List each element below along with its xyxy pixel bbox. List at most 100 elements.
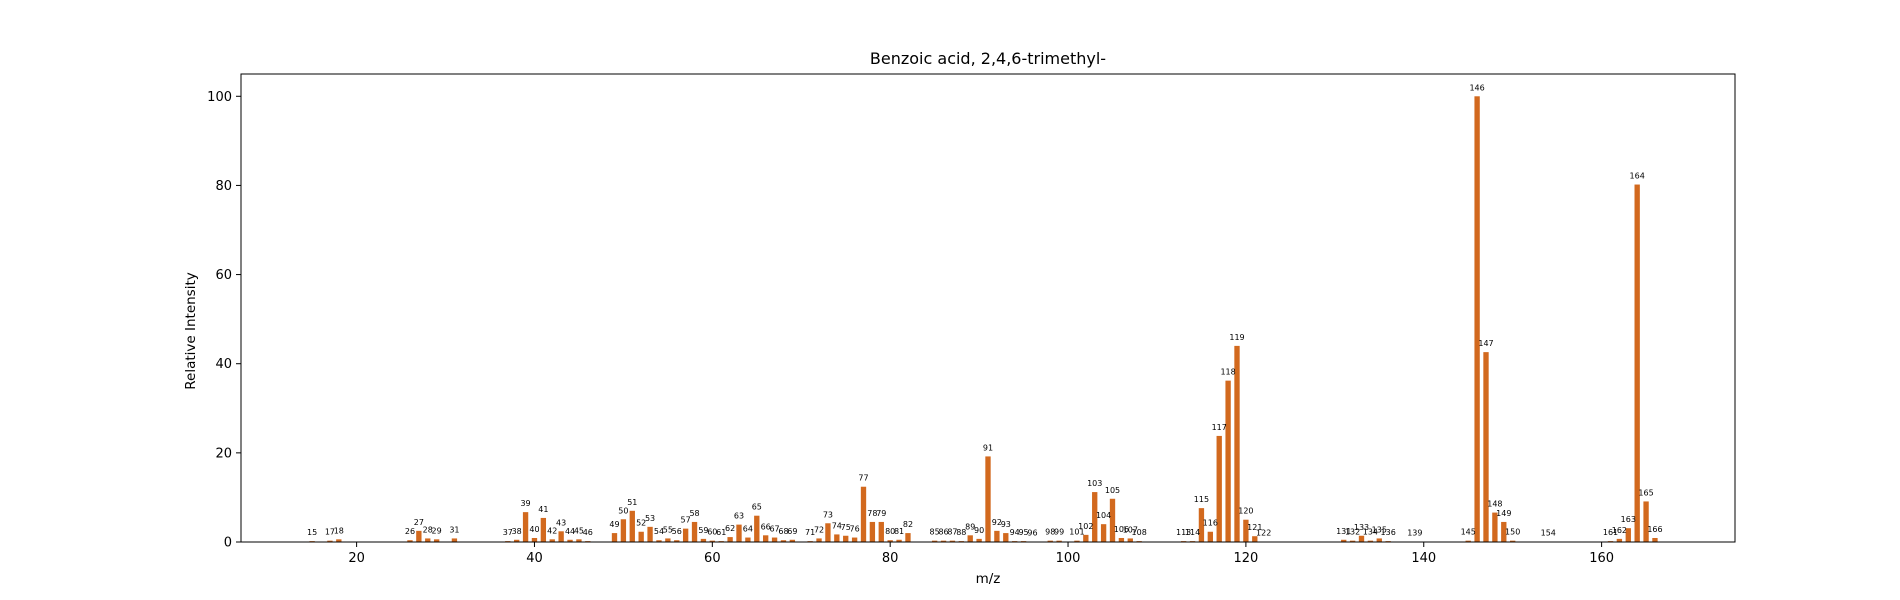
- bar-label: 74: [832, 521, 842, 530]
- bar-label: 136: [1381, 528, 1396, 537]
- bar: [620, 519, 627, 542]
- bar: [1234, 345, 1240, 542]
- bar-label: 55: [663, 525, 673, 534]
- bar: [1474, 96, 1480, 543]
- bar: [514, 539, 520, 542]
- bar-label: 41: [538, 505, 548, 514]
- bar: [327, 540, 333, 542]
- bar-label: 96: [1027, 529, 1037, 538]
- bar-label: 121: [1247, 523, 1262, 532]
- bar: [967, 535, 973, 542]
- bar-label: 57: [681, 516, 691, 525]
- bar: [825, 523, 831, 542]
- bar-label: 54: [654, 527, 664, 536]
- bar: [1492, 512, 1498, 542]
- y-axis: 0 20 40 60 80 100: [207, 90, 241, 551]
- bar-label: 80: [885, 527, 895, 536]
- bar-label: 119: [1229, 333, 1244, 342]
- bar: [1127, 538, 1133, 542]
- bar-label: 93: [1001, 520, 1011, 529]
- bar-label: 46: [583, 528, 593, 537]
- bar: [949, 540, 956, 542]
- bar-label: 15: [307, 528, 317, 537]
- bar-label: 145: [1461, 528, 1476, 537]
- bar-label: 132: [1345, 528, 1360, 537]
- bar: [931, 540, 938, 542]
- bar-label: 28: [423, 525, 433, 534]
- bar: [780, 540, 787, 542]
- bar-label: 117: [1212, 423, 1227, 432]
- bar-label: 39: [520, 499, 530, 508]
- bar: [665, 538, 671, 542]
- bar: [1483, 352, 1489, 542]
- bar-label: 94: [1010, 528, 1020, 537]
- bar-label: 162: [1612, 526, 1627, 535]
- bar-label: 42: [547, 526, 557, 535]
- bar: [682, 528, 689, 542]
- bar-label: 86: [938, 528, 948, 537]
- y-tick-label: 60: [215, 268, 232, 283]
- bar: [1501, 521, 1507, 542]
- y-tick-label: 40: [215, 357, 232, 372]
- bar-label: 116: [1203, 519, 1218, 528]
- bar-label: 51: [627, 498, 637, 507]
- bar: [1616, 538, 1623, 542]
- bar: [1634, 184, 1640, 542]
- bar: [1100, 524, 1107, 542]
- bar: [869, 521, 876, 542]
- bar-label: 131: [1336, 527, 1351, 536]
- bar: [1118, 537, 1125, 542]
- bar-label: 68: [778, 527, 788, 536]
- bar: [745, 537, 751, 542]
- bar-label: 101: [1069, 528, 1084, 537]
- bar-label: 149: [1496, 509, 1511, 518]
- bar: [1207, 531, 1213, 542]
- bar-label: 114: [1185, 528, 1200, 537]
- bar: [647, 526, 653, 542]
- bar: [691, 521, 698, 542]
- bar: [1047, 540, 1053, 542]
- bar-label: 29: [432, 526, 442, 535]
- bar: [336, 539, 342, 542]
- bar-label: 18: [334, 526, 344, 535]
- bar-label: 135: [1372, 525, 1387, 534]
- bar: [611, 533, 618, 542]
- bar-label: 76: [850, 525, 860, 534]
- bar-label: 95: [1018, 528, 1028, 537]
- bar: [1652, 537, 1658, 542]
- bar-label: 69: [787, 527, 797, 536]
- y-tick-label: 0: [224, 536, 232, 551]
- bar: [1109, 498, 1116, 542]
- x-tick-label: 40: [526, 551, 543, 566]
- bar-label: 45: [574, 526, 584, 535]
- bar: [887, 540, 893, 542]
- bar: [433, 539, 440, 542]
- bar-label: 65: [752, 503, 762, 512]
- bar-label: 79: [876, 509, 886, 518]
- bar-label: 17: [325, 528, 335, 537]
- bar-label: 40: [529, 525, 539, 534]
- bar-label: 53: [645, 514, 655, 523]
- bar-label: 104: [1096, 511, 1111, 520]
- x-axis: 20 40 60 80 100 120 140 160: [348, 542, 1614, 566]
- bar-label: 146: [1469, 83, 1484, 92]
- bar: [736, 524, 742, 542]
- bar-label: 147: [1478, 339, 1493, 348]
- bar: [1216, 435, 1222, 542]
- bar-label: 107: [1123, 525, 1138, 534]
- bar-label: 81: [894, 527, 904, 536]
- x-axis-label: m/z: [976, 571, 1001, 587]
- bar: [1358, 535, 1365, 542]
- y-tick-label: 100: [207, 90, 232, 105]
- bar-label: 31: [449, 525, 459, 534]
- bar-label: 67: [769, 525, 779, 534]
- bar-label: 163: [1621, 515, 1636, 524]
- bar-label: 133: [1354, 523, 1369, 532]
- bar: [843, 535, 849, 542]
- bar: [1510, 540, 1516, 542]
- bar-label: 78: [867, 509, 877, 518]
- bar: [1376, 538, 1382, 542]
- bar-label: 154: [1541, 529, 1556, 538]
- x-tick-label: 60: [704, 551, 721, 566]
